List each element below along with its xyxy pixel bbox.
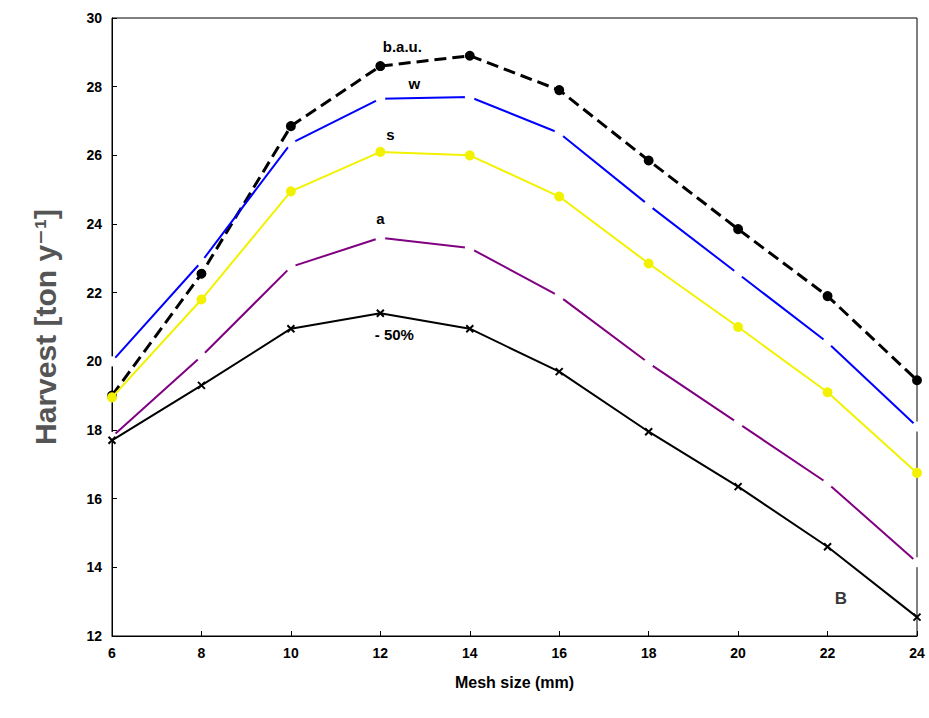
svg-text:28: 28 (86, 79, 102, 95)
svg-text:20: 20 (86, 353, 102, 369)
svg-text:Harvest [ton y⁻¹]: Harvest [ton y⁻¹] (29, 209, 62, 445)
svg-text:16: 16 (86, 491, 102, 507)
svg-text:16: 16 (551, 645, 567, 661)
svg-text:Mesh size (mm): Mesh size (mm) (455, 674, 574, 691)
svg-text:b.a.u.: b.a.u. (383, 38, 422, 55)
svg-text:6: 6 (108, 645, 116, 661)
svg-text:24: 24 (909, 645, 925, 661)
svg-text:24: 24 (86, 216, 102, 232)
svg-text:12: 12 (373, 645, 389, 661)
svg-text:22: 22 (820, 645, 836, 661)
svg-text:8: 8 (198, 645, 206, 661)
svg-text:30: 30 (86, 10, 102, 26)
svg-text:18: 18 (641, 645, 657, 661)
svg-text:14: 14 (462, 645, 478, 661)
svg-text:22: 22 (86, 285, 102, 301)
svg-text:12: 12 (86, 628, 102, 644)
svg-text:B: B (835, 589, 847, 608)
svg-text:- 50%: - 50% (375, 326, 414, 343)
svg-text:a: a (376, 210, 385, 227)
svg-text:26: 26 (86, 147, 102, 163)
svg-text:20: 20 (730, 645, 746, 661)
svg-text:w: w (407, 75, 420, 92)
svg-text:18: 18 (86, 422, 102, 438)
svg-text:s: s (386, 126, 394, 143)
svg-text:14: 14 (86, 559, 102, 575)
svg-text:10: 10 (283, 645, 299, 661)
